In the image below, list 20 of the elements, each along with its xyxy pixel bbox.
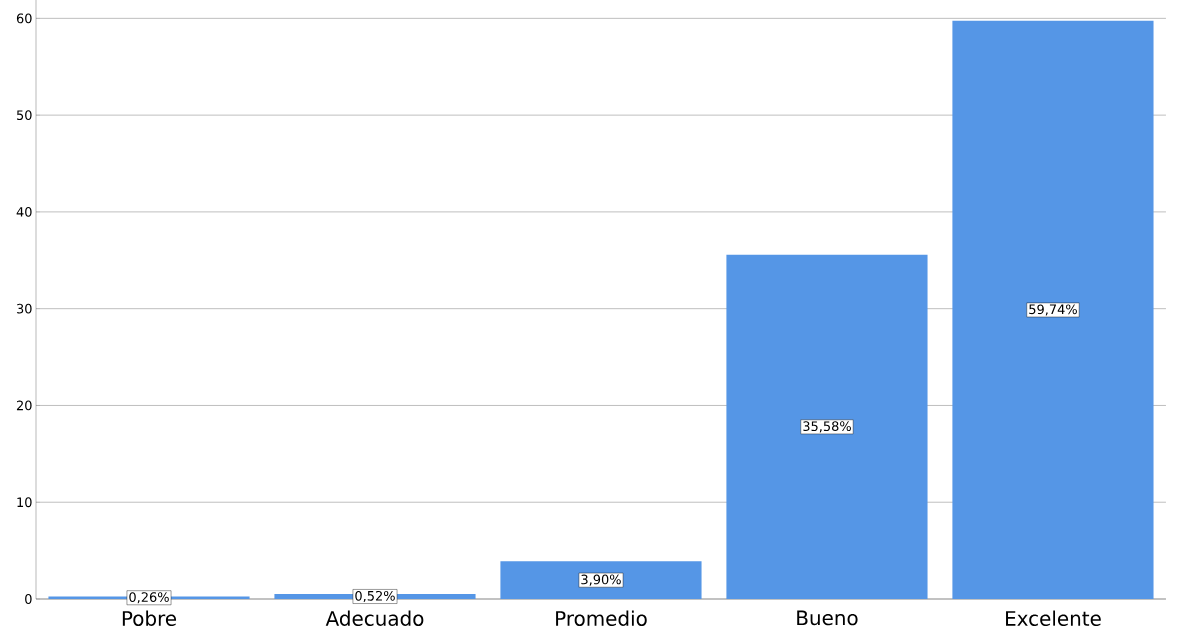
x-tick-label: Excelente [1006,610,1101,626]
data-label: 35,58% [803,421,851,433]
bar [952,20,1154,599]
y-tick-label: 0 [25,594,32,604]
y-tick-label: 40 [16,207,32,217]
y-tick-label: 10 [17,497,32,508]
bar [726,254,928,599]
data-label: 0,52% [355,590,395,603]
x-tick-label: Bueno [797,610,858,626]
x-tick-label: Adecuado [325,610,424,626]
data-label: 0,26% [129,592,169,604]
y-tick-label: 30 [16,303,32,314]
bar [500,561,702,599]
y-tick-label: 60 [16,13,32,24]
x-tick-label: Promedio [556,610,647,626]
y-tick-label: 50 [17,110,32,121]
y-tick-label: 20 [16,400,32,411]
x-tick-label: Pobre [122,610,177,626]
data-label: 3,90% [581,574,621,586]
data-label: 59,74% [1029,304,1077,316]
